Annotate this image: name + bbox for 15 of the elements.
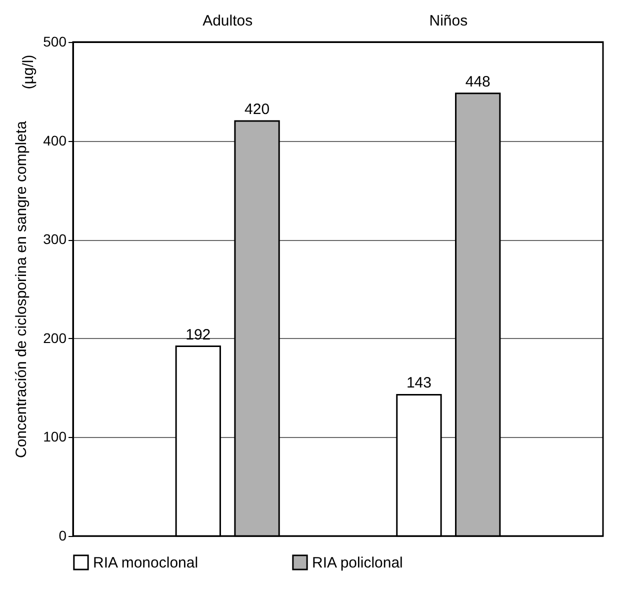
y-axis-title: Concentración de ciclosporina en sangre completa xyxy=(13,120,30,458)
y-tick-label: 0 xyxy=(58,528,67,544)
data-label: 420 xyxy=(244,101,270,118)
y-tick-label: 300 xyxy=(43,231,67,248)
data-label: 448 xyxy=(465,73,490,90)
text: (µg/l) xyxy=(20,54,37,90)
x-tick-label: Adultos xyxy=(202,12,253,30)
y-tick-label: 100 xyxy=(43,428,67,445)
y-tick-label: 500 xyxy=(43,34,67,50)
x-tick-label: Niños xyxy=(429,12,468,30)
legend-label: RIA policlonal xyxy=(312,554,403,572)
y-tick-label: 400 xyxy=(43,132,67,148)
data-label: 143 xyxy=(406,374,432,392)
y-tick-label: 200 xyxy=(43,330,67,346)
legend-label: RIA monoclonal xyxy=(93,554,198,572)
